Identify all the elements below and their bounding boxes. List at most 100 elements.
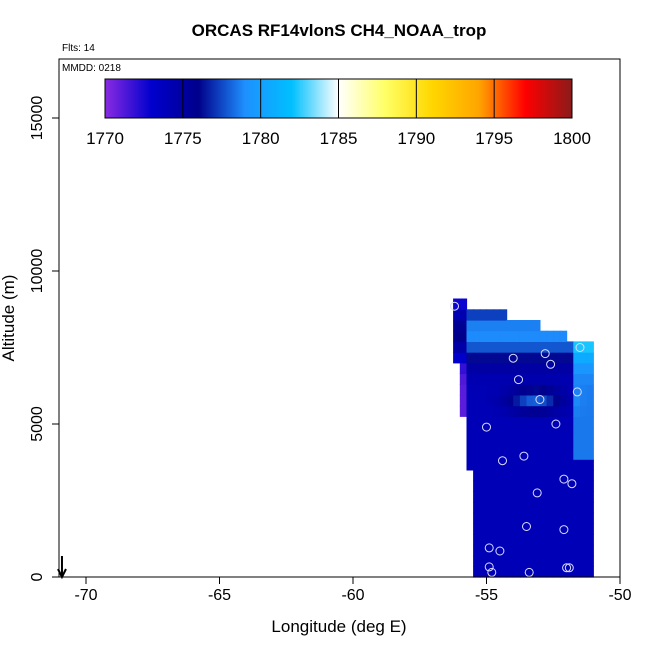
field-cell (473, 544, 481, 557)
field-cell (519, 544, 528, 557)
field-cell (479, 352, 488, 364)
field-cell (580, 352, 588, 364)
field-cell (499, 555, 508, 567)
field-cell (493, 555, 501, 567)
field-cell (533, 416, 541, 428)
field-cell (586, 566, 594, 578)
field-cell (580, 416, 588, 428)
field-cell (533, 330, 541, 342)
field-cell (580, 459, 588, 471)
x-axis: -70 -65 -60 -55 -50 (74, 577, 632, 604)
field-cell (466, 330, 474, 342)
colorbar-tick-label: 1790 (397, 129, 435, 148)
observation-point (575, 343, 585, 352)
field-cell (526, 330, 534, 342)
field-cell (493, 459, 501, 471)
field-cell (486, 555, 494, 567)
field-cell (499, 491, 508, 503)
field-cell (459, 330, 468, 342)
field-cell (506, 523, 514, 535)
field-cell (573, 448, 581, 460)
field-cell (486, 480, 494, 492)
field-cell (513, 437, 521, 450)
field-cell (580, 469, 588, 482)
field-cell (559, 427, 568, 439)
field-cell (506, 448, 514, 460)
field-cell (506, 394, 514, 407)
field-cell (546, 469, 554, 482)
field-cell (533, 502, 541, 514)
field-cell (493, 502, 501, 514)
field-cell (533, 566, 541, 578)
observation-point (498, 456, 507, 466)
field-cell (519, 480, 528, 492)
field-cell (499, 384, 508, 396)
field-cell (499, 352, 508, 364)
observation-point (495, 546, 505, 556)
field-cell (459, 362, 468, 375)
field-cell (559, 416, 568, 428)
field-cell (566, 362, 574, 375)
field-cell (559, 352, 568, 364)
field-cell (533, 448, 541, 460)
field-cell (479, 534, 488, 546)
plot-frame (58, 58, 621, 578)
field-cell (553, 448, 561, 460)
field-cell (559, 459, 568, 471)
field-cell (499, 534, 508, 546)
field-cell (586, 459, 594, 471)
field-cell (553, 330, 561, 342)
field-cell (493, 566, 501, 578)
field-cell (586, 352, 594, 364)
field-cell (586, 534, 594, 546)
field-cell (473, 384, 481, 396)
field-cell (493, 416, 501, 428)
colorbar-tick-label: 1780 (242, 129, 280, 148)
field-cell (499, 320, 508, 332)
field-cell (553, 384, 561, 396)
field-cell (499, 341, 508, 353)
observation-point (532, 488, 542, 498)
field-cell (573, 362, 581, 375)
y-tick-label: 15000 (29, 96, 46, 141)
observation-point (487, 567, 497, 577)
field-cell (493, 480, 501, 492)
field-cell (499, 309, 508, 321)
field-cell (566, 416, 574, 428)
field-cell (566, 384, 574, 396)
field-cell (533, 362, 541, 375)
field-cell (533, 320, 541, 332)
field-cell (479, 555, 488, 567)
observation-point (546, 359, 556, 369)
field-cell (546, 491, 554, 503)
field-cell (539, 427, 548, 439)
y-tick-label: 5000 (29, 406, 46, 442)
field-cell (513, 469, 521, 482)
field-cell (539, 491, 548, 503)
field-cell (546, 405, 554, 417)
field-cell (580, 373, 588, 385)
field-cell (506, 373, 514, 385)
observation-point (551, 419, 561, 429)
field-cell (539, 555, 548, 567)
field-cell (526, 362, 534, 375)
field-cell (466, 384, 474, 396)
field-cell (580, 555, 588, 567)
field-cell (513, 341, 521, 353)
field-cell (506, 320, 514, 332)
field-cell (473, 502, 481, 514)
field-cell (493, 309, 501, 321)
x-tick-label: -65 (208, 587, 231, 604)
field-cell (506, 427, 514, 439)
field-cell (573, 566, 581, 578)
field-cell (486, 544, 494, 557)
observation-point (484, 543, 494, 553)
field-cell (526, 555, 534, 567)
field-cell (553, 373, 561, 385)
field-cell (566, 437, 574, 450)
field-cell (479, 330, 488, 342)
field-cell (539, 341, 548, 353)
field-cell (479, 480, 488, 492)
field-cell (580, 437, 588, 450)
field-cell (499, 405, 508, 417)
